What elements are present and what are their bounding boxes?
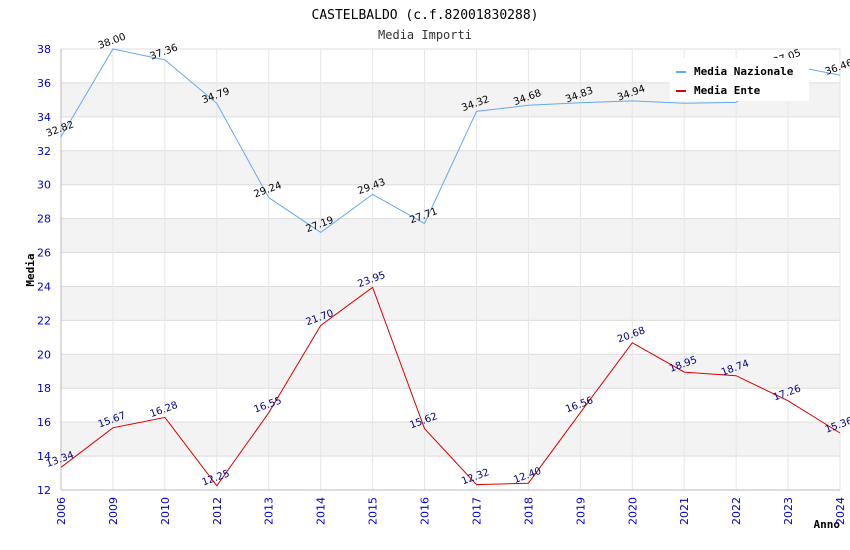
x-tick-label: 2009 bbox=[107, 497, 120, 525]
x-axis-label: Anno bbox=[814, 518, 841, 531]
y-tick-label: 28 bbox=[37, 213, 51, 226]
y-tick-label: 22 bbox=[37, 314, 51, 327]
series-line-media-ente bbox=[60, 286, 841, 487]
grid-band bbox=[61, 252, 840, 287]
chart-subtitle: Media Importi bbox=[378, 28, 472, 42]
x-axis-ticks: 2006 2009 2010 2012 2013 2014 2015 2016 2017 2018… bbox=[55, 497, 847, 525]
legend-label-media-nazionale: Media Nazionale bbox=[694, 65, 794, 78]
grid-bands bbox=[61, 49, 840, 490]
legend: Media Nazionale Media Ente bbox=[670, 58, 809, 101]
y-tick-label: 14 bbox=[37, 450, 51, 463]
y-tick-label: 36 bbox=[37, 77, 51, 90]
x-tick-label: 2018 bbox=[522, 497, 535, 525]
x-tick-label: 2013 bbox=[263, 497, 276, 525]
y-tick-label: 34 bbox=[37, 111, 51, 124]
grid-band bbox=[61, 116, 840, 151]
x-tick-label: 2021 bbox=[678, 497, 691, 525]
y-tick-label: 12 bbox=[37, 484, 51, 497]
x-tick-label: 2006 bbox=[55, 497, 68, 525]
y-tick-label: 32 bbox=[37, 145, 51, 158]
y-axis-ticks: 12 14 16 18 20 22 24 26 28 30 32 34 36 38 bbox=[37, 43, 51, 497]
y-axis-label: Media bbox=[24, 253, 37, 286]
y-tick-label: 24 bbox=[37, 280, 51, 293]
x-tick-label: 2012 bbox=[211, 497, 224, 525]
y-tick-label: 18 bbox=[37, 382, 51, 395]
x-tick-label: 2010 bbox=[159, 497, 172, 525]
legend-box bbox=[670, 58, 809, 101]
y-tick-label: 16 bbox=[37, 416, 51, 429]
x-tick-label: 2020 bbox=[626, 497, 639, 525]
grid-band bbox=[61, 456, 840, 490]
y-tick-label: 26 bbox=[37, 247, 51, 260]
grid-band bbox=[61, 286, 840, 321]
chart-title: CASTELBALDO (c.f.82001830288) bbox=[312, 8, 539, 23]
y-tick-label: 38 bbox=[37, 43, 51, 56]
grid-band bbox=[61, 354, 840, 389]
x-tick-label: 2015 bbox=[367, 497, 380, 525]
x-tick-label: 2019 bbox=[574, 497, 587, 525]
y-tick-label: 30 bbox=[37, 179, 51, 192]
legend-label-media-ente: Media Ente bbox=[694, 84, 761, 97]
x-tick-label: 2014 bbox=[315, 497, 328, 525]
x-tick-label: 2023 bbox=[782, 497, 795, 525]
grid-band bbox=[61, 388, 840, 423]
x-tick-label: 2016 bbox=[419, 497, 432, 525]
grid-band bbox=[61, 218, 840, 253]
grid-band bbox=[61, 320, 840, 355]
series-lines bbox=[60, 48, 841, 487]
series-line-media-nazionale bbox=[60, 48, 841, 234]
x-tick-label: 2017 bbox=[470, 497, 483, 525]
y-tick-label: 20 bbox=[37, 348, 51, 361]
grid-band bbox=[61, 422, 840, 457]
x-tick-label: 2024 bbox=[834, 497, 847, 525]
grid-band bbox=[61, 184, 840, 219]
x-tick-label: 2022 bbox=[730, 497, 743, 525]
